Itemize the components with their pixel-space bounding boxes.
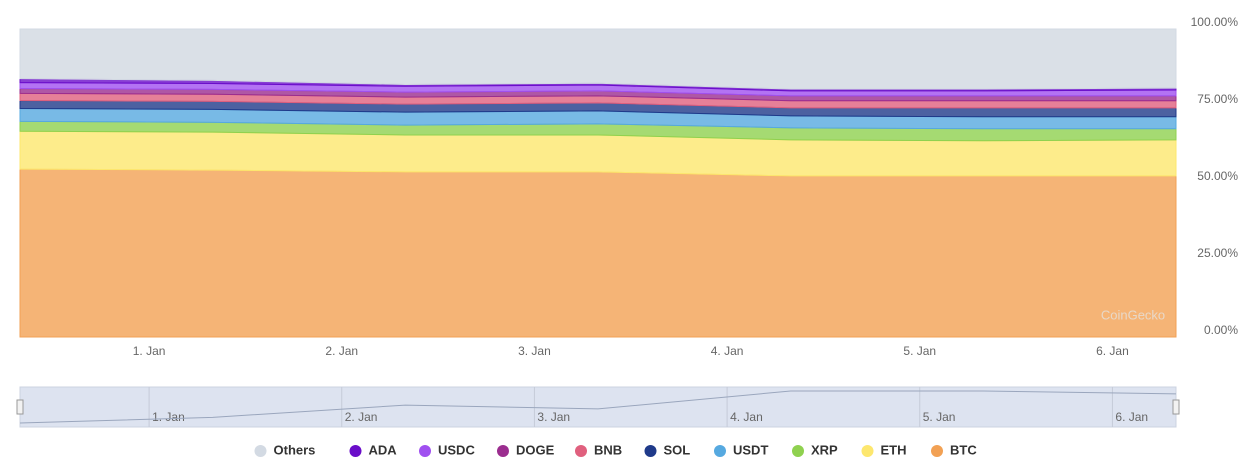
x-tick-label: 4. Jan <box>711 344 744 358</box>
legend-label: Others <box>274 442 316 457</box>
legend-swatch <box>349 445 362 457</box>
y-tick-label: 75.00% <box>1197 92 1238 106</box>
navigator <box>19 386 1177 428</box>
area <box>19 28 1177 90</box>
navigator-label: 6. Jan <box>1115 410 1148 424</box>
legend-label: USDC <box>438 442 475 457</box>
y-tick-label: 100.00% <box>1191 15 1239 29</box>
x-tick-label: 6. Jan <box>1096 344 1129 358</box>
y-tick-label: 0.00% <box>1204 323 1238 337</box>
legend-swatch <box>792 445 804 457</box>
navigator-label: 4. Jan <box>730 410 763 424</box>
navigator-label: 3. Jan <box>537 410 570 424</box>
navigator-label: 5. Jan <box>923 410 956 424</box>
area <box>19 168 1177 338</box>
navigator-label: 1. Jan <box>152 410 185 424</box>
legend-swatch <box>714 445 726 457</box>
legend-swatch <box>254 445 267 457</box>
legend-swatch <box>931 445 943 457</box>
legend-swatch <box>644 445 657 457</box>
navigator-label: 2. Jan <box>345 410 378 424</box>
legend-swatch <box>575 445 587 457</box>
legend-label: SOL <box>664 442 691 457</box>
legend-label: ADA <box>369 442 398 457</box>
legend-label: DOGE <box>516 442 555 457</box>
x-tick-label: 2. Jan <box>325 344 358 358</box>
legend-label: ETH <box>881 442 907 457</box>
watermark: CoinGecko <box>1101 307 1165 322</box>
legend-label: BNB <box>594 442 622 457</box>
y-tick-label: 25.00% <box>1197 246 1238 260</box>
x-tick-label: 3. Jan <box>518 344 551 358</box>
legend-label: BTC <box>950 442 977 457</box>
legend-label: USDT <box>733 442 768 457</box>
x-tick-label: 5. Jan <box>903 344 936 358</box>
navigator-line <box>19 390 1177 424</box>
navigator-handle <box>1172 399 1180 415</box>
legend-label: XRP <box>811 442 838 457</box>
navigator-handle <box>16 399 24 415</box>
x-tick-label: 1. Jan <box>133 344 166 358</box>
legend-swatch <box>497 445 509 457</box>
y-tick-label: 50.00% <box>1197 169 1238 183</box>
legend-swatch <box>861 445 874 457</box>
legend-swatch <box>419 445 431 457</box>
